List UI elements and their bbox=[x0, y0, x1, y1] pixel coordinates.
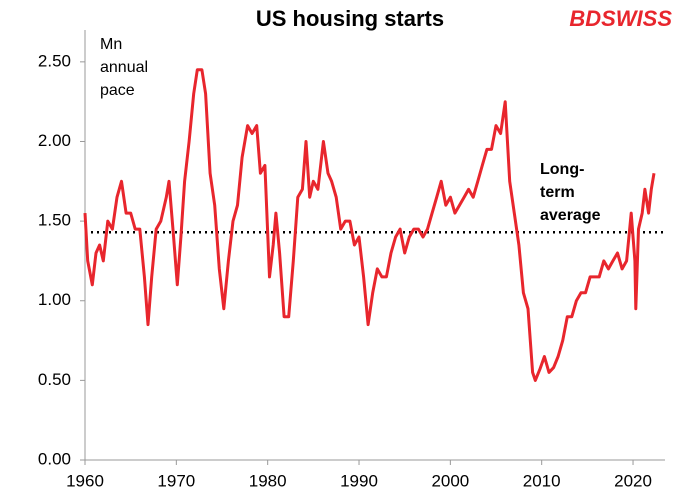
y-tick-label: 1.00 bbox=[38, 290, 71, 309]
x-tick-label: 2020 bbox=[614, 471, 652, 490]
average-label: Long- bbox=[540, 161, 584, 178]
x-tick-label: 1980 bbox=[249, 471, 287, 490]
y-axis-label: annual bbox=[100, 59, 148, 76]
y-tick-label: 0.00 bbox=[38, 449, 71, 468]
y-tick-label: 0.50 bbox=[38, 370, 71, 389]
x-tick-label: 2010 bbox=[523, 471, 561, 490]
y-tick-label: 2.00 bbox=[38, 131, 71, 150]
y-tick-label: 2.50 bbox=[38, 51, 71, 70]
y-axis-label: Mn bbox=[100, 36, 122, 53]
y-axis-label: pace bbox=[100, 82, 135, 99]
x-tick-label: 2000 bbox=[431, 471, 469, 490]
logo: BDSWISS bbox=[569, 6, 672, 31]
average-label: average bbox=[540, 207, 601, 224]
x-tick-label: 1960 bbox=[66, 471, 104, 490]
y-tick-label: 1.50 bbox=[38, 211, 71, 230]
average-label: term bbox=[540, 184, 575, 201]
x-tick-label: 1990 bbox=[340, 471, 378, 490]
chart-title: US housing starts bbox=[256, 6, 444, 31]
x-tick-label: 1970 bbox=[157, 471, 195, 490]
series-line bbox=[83, 68, 656, 382]
